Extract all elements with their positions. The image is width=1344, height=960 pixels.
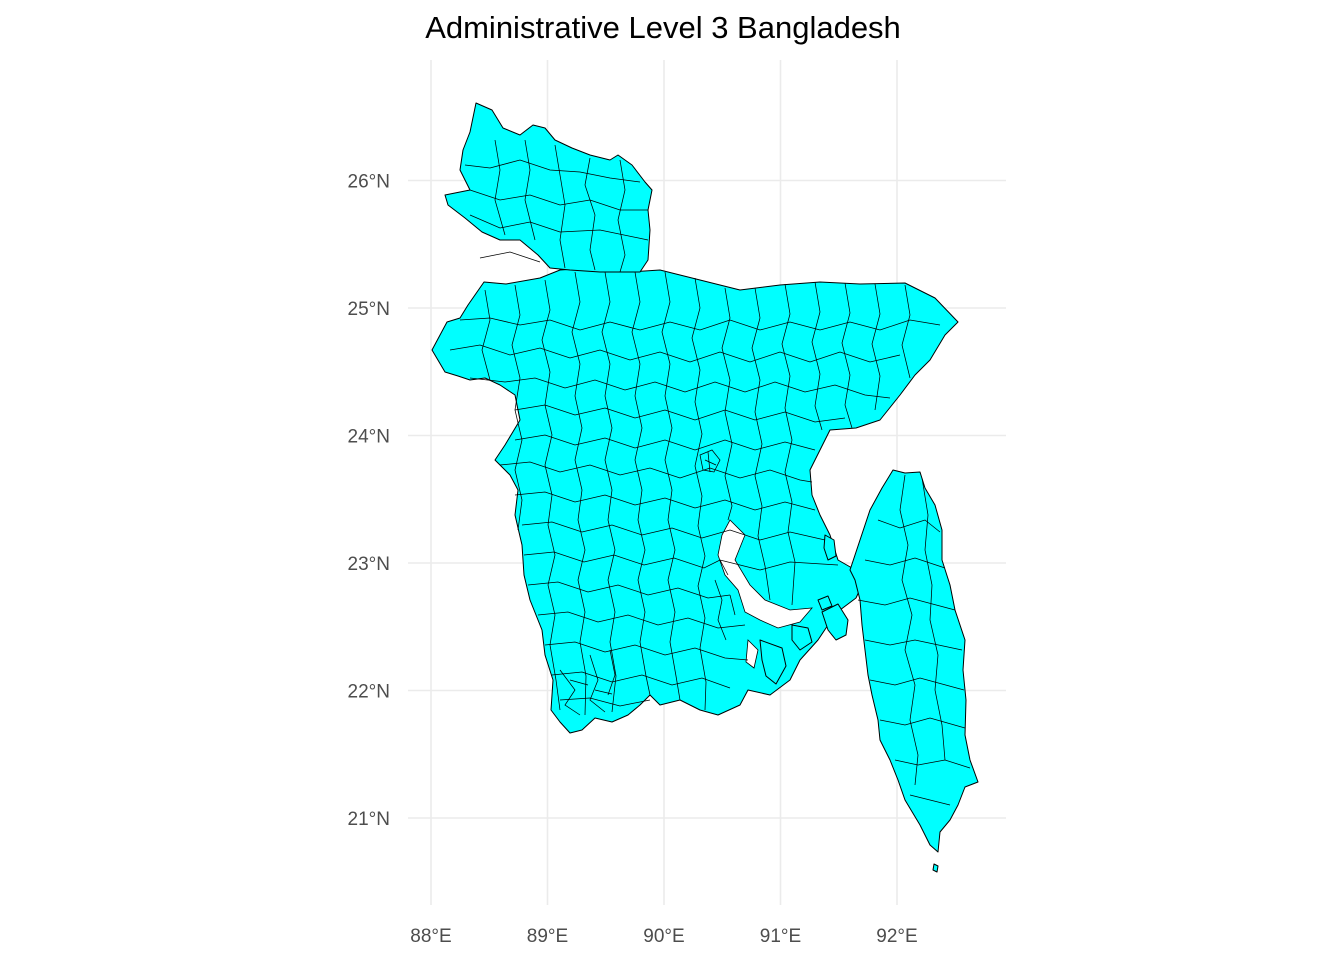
lat-tick-label: 23°N <box>348 554 390 575</box>
lon-tick-label: 91°E <box>760 926 801 947</box>
river-meghna <box>745 639 759 669</box>
lat-tick-label: 26°N <box>348 172 390 193</box>
estuary-island-2 <box>791 624 813 651</box>
lon-tick-label: 92°E <box>876 926 917 947</box>
tick-labels: 88°E 89°E 90°E 91°E 92°E 21°N 22°N 23°N 24°N 25°N… <box>348 172 918 948</box>
lat-tick-label: 22°N <box>348 682 390 703</box>
southern-tip-island <box>932 863 939 873</box>
lon-tick-label: 89°E <box>527 926 568 947</box>
admin-boundaries <box>449 139 971 806</box>
northern-lobe <box>444 102 653 273</box>
lat-tick-label: 21°N <box>348 809 390 830</box>
bangladesh-map <box>431 102 979 873</box>
lon-tick-label: 90°E <box>643 926 684 947</box>
river-estuary <box>717 519 813 629</box>
lon-tick-label: 88°E <box>410 926 451 947</box>
estuary-island-1 <box>759 639 787 685</box>
bhola-island <box>821 603 849 641</box>
estuary-island-3 <box>823 534 837 561</box>
lat-tick-label: 24°N <box>348 427 390 448</box>
estuary-island-4 <box>817 595 833 611</box>
lat-tick-label: 25°N <box>348 299 390 320</box>
map-title: Administrative Level 3 Bangladesh <box>425 10 901 45</box>
chittagong-region <box>849 469 979 853</box>
